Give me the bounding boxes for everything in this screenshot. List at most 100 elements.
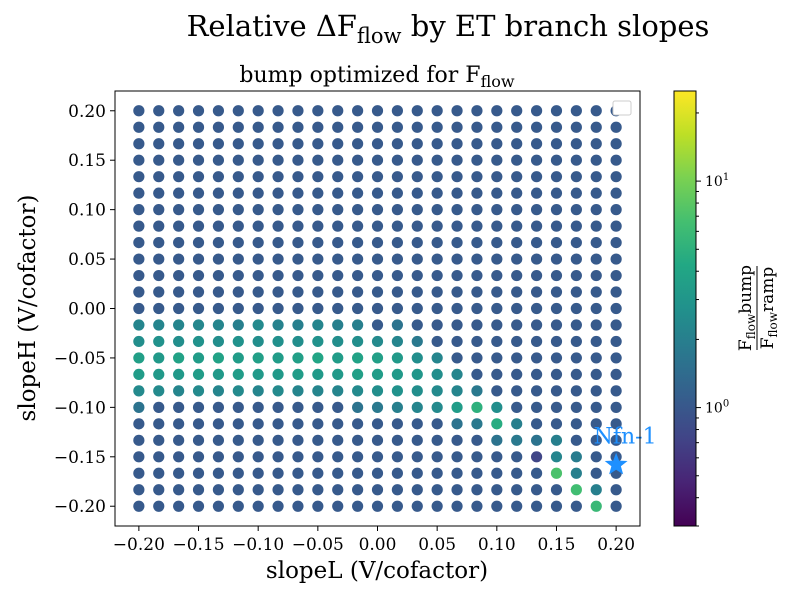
data-point: [511, 204, 523, 216]
data-point: [451, 105, 463, 117]
data-point: [570, 484, 582, 496]
data-point: [352, 138, 364, 150]
data-point: [570, 171, 582, 183]
data-point: [451, 236, 463, 249]
data-point: [491, 204, 503, 216]
data-point: [371, 434, 384, 446]
data-point: [391, 105, 403, 117]
data-point: [610, 154, 622, 166]
data-point: [570, 500, 582, 512]
data-point: [153, 171, 165, 183]
data-point: [431, 434, 443, 446]
data-point: [312, 236, 324, 249]
data-point: [212, 418, 225, 430]
data-point: [590, 121, 602, 133]
data-point: [153, 484, 165, 496]
data-point: [192, 269, 205, 282]
y-tick-label: −0.10: [54, 398, 106, 418]
data-point: [411, 319, 423, 331]
data-point: [272, 269, 284, 282]
data-point: [173, 434, 185, 446]
data-point: [292, 302, 304, 315]
data-point: [550, 220, 563, 232]
data-point: [192, 286, 205, 298]
data-point: [352, 171, 364, 183]
y-tick-label: 0.05: [68, 250, 106, 270]
data-point: [292, 105, 304, 117]
data-point: [133, 368, 145, 381]
data-point: [530, 335, 543, 348]
data-point: [511, 335, 523, 348]
data-point: [292, 269, 304, 282]
data-point: [431, 269, 443, 282]
data-point: [292, 467, 304, 479]
data-point: [371, 500, 384, 512]
data-point: [153, 401, 165, 413]
data-point: [252, 368, 264, 381]
data-point: [252, 467, 264, 479]
data-point: [530, 451, 543, 463]
data-point: [431, 121, 443, 133]
data-point: [371, 484, 384, 496]
data-point: [411, 484, 423, 496]
data-point: [471, 220, 483, 232]
data-point: [371, 302, 384, 315]
data-point: [192, 204, 205, 216]
data-point: [352, 121, 364, 133]
data-point: [471, 171, 483, 183]
data-point: [133, 352, 145, 364]
data-point: [550, 451, 563, 463]
data-point: [391, 269, 403, 282]
data-point: [332, 220, 344, 232]
data-point: [590, 154, 602, 166]
data-point: [550, 302, 563, 315]
data-point: [491, 352, 503, 364]
data-point: [232, 451, 244, 463]
data-point: [371, 335, 384, 348]
data-point: [411, 286, 423, 298]
data-point: [550, 154, 563, 166]
y-tick-label: −0.05: [54, 349, 106, 369]
data-point: [212, 253, 225, 265]
data-point: [232, 302, 244, 315]
data-point: [451, 401, 463, 413]
data-point: [173, 385, 185, 397]
colorbar-ticks: 100 101: [696, 112, 729, 527]
data-point: [212, 434, 225, 446]
x-tick-label: −0.15: [172, 535, 224, 555]
data-point: [232, 401, 244, 413]
data-point: [371, 319, 384, 331]
data-point: [511, 368, 523, 381]
data-point: [292, 401, 304, 413]
x-axis: −0.20 −0.15 −0.10 −0.05 0.00 0.05 0.10 0.15 0.20: [113, 526, 635, 555]
data-point: [590, 138, 602, 150]
data-point: [192, 121, 205, 133]
data-point: [292, 418, 304, 430]
data-point: [292, 121, 304, 133]
data-point: [292, 187, 304, 199]
data-point: [272, 138, 284, 150]
data-point: [610, 368, 622, 381]
data-point: [550, 138, 563, 150]
data-point: [491, 171, 503, 183]
data-point: [312, 484, 324, 496]
data-point: [332, 352, 344, 364]
data-point: [391, 204, 403, 216]
data-point: [391, 302, 403, 315]
data-point: [530, 302, 543, 315]
data-point: [511, 171, 523, 183]
data-point: [530, 269, 543, 282]
data-point: [491, 187, 503, 199]
data-point: [332, 385, 344, 397]
data-point: [272, 253, 284, 265]
data-point: [431, 484, 443, 496]
data-point: [192, 418, 205, 430]
data-point: [371, 121, 384, 133]
data-point: [550, 352, 563, 364]
data-point: [133, 236, 145, 249]
data-point: [212, 401, 225, 413]
data-point: [471, 154, 483, 166]
data-point: [511, 467, 523, 479]
data-point: [491, 368, 503, 381]
data-point: [352, 352, 364, 364]
